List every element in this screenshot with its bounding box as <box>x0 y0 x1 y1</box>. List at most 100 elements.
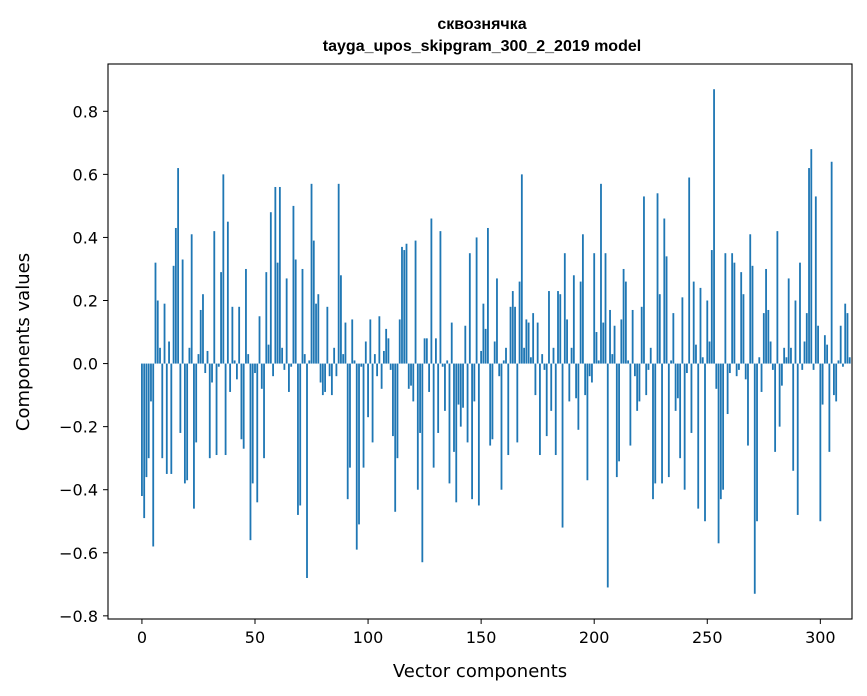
bar <box>509 306 512 364</box>
bar <box>672 313 675 364</box>
bar <box>382 350 385 364</box>
bar <box>749 234 752 364</box>
bar <box>647 363 650 370</box>
bar <box>188 347 191 364</box>
bar <box>803 341 806 364</box>
bar <box>416 363 419 490</box>
bar <box>446 360 449 364</box>
bar <box>823 335 826 364</box>
bar <box>260 363 263 389</box>
bar <box>790 347 792 364</box>
bar <box>613 325 616 364</box>
bar <box>387 338 390 364</box>
bar <box>199 309 202 364</box>
bar <box>658 294 661 364</box>
bar <box>410 363 412 386</box>
bar <box>317 294 320 364</box>
bar <box>534 363 537 396</box>
bar <box>805 313 808 364</box>
bar <box>837 360 840 364</box>
bar <box>159 347 161 364</box>
bar <box>355 363 358 550</box>
bar <box>423 338 426 364</box>
y-axis-ticks: −0.8 −0.6 −0.4 −0.2 0.0 0.2 0.4 0.6 0.8 <box>59 102 108 626</box>
bar <box>197 354 200 364</box>
bar <box>848 357 851 364</box>
bar <box>315 303 317 364</box>
bar <box>502 360 505 364</box>
bar <box>206 350 209 364</box>
bar <box>794 300 797 364</box>
bar <box>224 363 227 456</box>
bar <box>559 294 562 364</box>
bar <box>591 363 593 383</box>
bar <box>828 363 831 452</box>
bar <box>477 363 480 506</box>
bar <box>536 322 539 364</box>
bar <box>543 363 546 370</box>
bar <box>464 325 467 364</box>
y-tick-label: 0.4 <box>73 228 98 247</box>
bar <box>638 363 641 402</box>
bar <box>679 363 682 459</box>
bar <box>326 306 329 364</box>
bar <box>600 183 602 364</box>
bar <box>765 268 767 364</box>
bar <box>281 347 284 364</box>
bar <box>342 354 345 364</box>
bar <box>624 281 627 364</box>
bar <box>584 363 587 396</box>
bar <box>430 218 433 364</box>
x-tick-label: 300 <box>805 628 836 647</box>
bar <box>778 363 781 427</box>
bar <box>842 363 844 367</box>
bar <box>751 265 754 364</box>
bar <box>817 325 819 364</box>
bar <box>403 250 406 364</box>
bar <box>337 183 340 364</box>
bar <box>335 363 338 377</box>
bar <box>539 363 541 456</box>
bar <box>643 196 645 364</box>
bar <box>174 227 177 364</box>
bar <box>269 212 272 364</box>
x-tick-label: 150 <box>466 628 497 647</box>
bar <box>292 205 295 364</box>
bar <box>588 363 591 377</box>
bar <box>649 347 652 364</box>
bar <box>233 360 236 364</box>
bar <box>699 287 702 364</box>
bar <box>412 363 415 402</box>
bar <box>744 363 747 380</box>
bar <box>163 303 166 364</box>
bar <box>814 196 817 364</box>
bar <box>242 363 245 449</box>
bar <box>405 243 408 364</box>
bar <box>636 363 639 411</box>
bar <box>674 363 677 411</box>
bar <box>172 265 175 364</box>
y-tick-label: 0.2 <box>73 292 98 311</box>
bar <box>496 278 498 364</box>
bar <box>340 275 342 364</box>
bar <box>710 250 713 364</box>
bar <box>258 316 261 364</box>
bar <box>310 183 313 364</box>
bar <box>663 218 666 364</box>
bar <box>256 363 259 503</box>
bar <box>706 300 709 364</box>
bar <box>568 363 571 402</box>
bar <box>321 363 324 396</box>
bar <box>333 347 336 364</box>
bar <box>557 291 559 364</box>
bar <box>459 363 462 427</box>
bar <box>421 363 424 563</box>
bar <box>756 363 758 522</box>
bar <box>801 363 804 370</box>
x-axis-ticks: 0 50 100 150 200 250 300 <box>137 619 836 647</box>
bar <box>328 363 331 377</box>
bar <box>471 363 473 500</box>
x-tick-label: 200 <box>579 628 610 647</box>
bar <box>222 174 225 364</box>
bar <box>487 227 489 364</box>
